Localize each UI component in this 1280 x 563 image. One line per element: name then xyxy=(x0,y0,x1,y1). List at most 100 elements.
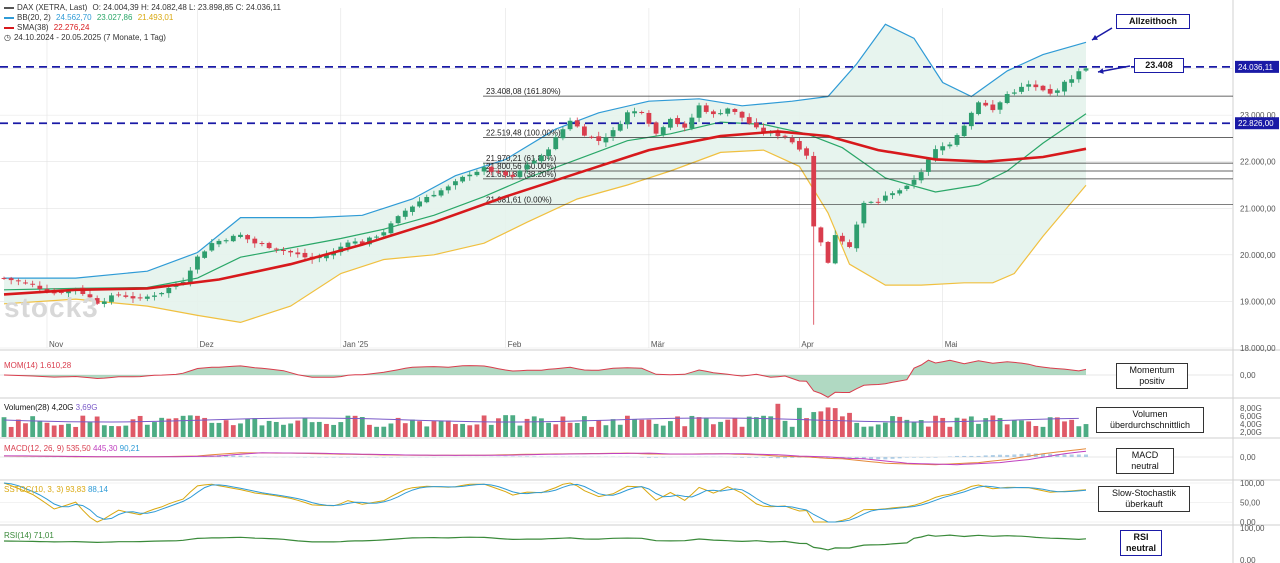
fib-label: 21.800,56 (50.00%) xyxy=(486,162,557,171)
candle-body xyxy=(460,176,465,182)
macd-histogram-bar xyxy=(231,455,236,457)
y-tick-label: 20.000,00 xyxy=(1240,251,1276,260)
volume-bar xyxy=(639,419,645,437)
macd-histogram-bar xyxy=(919,457,924,458)
macd-histogram-bar xyxy=(955,455,960,457)
candle-body xyxy=(94,298,100,304)
macd-label: MACD(12, 26, 9) xyxy=(4,444,65,453)
callout-mom-line2: positiv xyxy=(1139,376,1165,386)
candle-body xyxy=(904,185,910,189)
candle-body xyxy=(947,144,953,147)
rsi-label: RSI(14) xyxy=(4,531,32,540)
candle-body xyxy=(1069,79,1075,83)
volume-bar xyxy=(703,417,709,437)
volume-bar xyxy=(968,416,974,437)
candle-body xyxy=(252,238,258,244)
candle-body xyxy=(875,201,881,203)
watermark-logo: stock3 xyxy=(4,292,99,323)
candle-body xyxy=(696,105,702,118)
volume-bar xyxy=(961,418,967,437)
candle-body xyxy=(259,242,265,245)
mom-area xyxy=(4,360,1086,398)
macd-histogram-bar xyxy=(904,457,909,458)
bb-upper-line xyxy=(4,23,1087,279)
legend-bb-row: BB(20, 2) 24.562,70 23.027,86 21.493,01 xyxy=(4,13,284,23)
vol-label: Volumen(28) xyxy=(4,403,50,412)
volume-bar xyxy=(976,423,981,437)
macd-histogram-bar xyxy=(869,457,874,460)
volume-bar xyxy=(1011,420,1017,437)
volume-bar xyxy=(574,423,580,437)
sstoc-tick: 0,00 xyxy=(1240,518,1256,527)
volume-bar xyxy=(216,422,222,437)
vol-value1: 4,20G xyxy=(51,403,74,412)
volume-bar xyxy=(338,422,344,437)
candle-body xyxy=(238,234,243,237)
volume-bar xyxy=(954,417,960,437)
volume-bar xyxy=(789,426,795,437)
volume-bar xyxy=(682,426,688,437)
candle-body xyxy=(137,297,143,299)
volume-bar xyxy=(646,419,652,437)
volume-bar xyxy=(30,416,36,437)
macd-histogram-bar xyxy=(747,457,752,458)
candle-body xyxy=(1083,68,1089,71)
volume-bar xyxy=(295,420,301,437)
sstoc-d-line xyxy=(3,482,1087,523)
volume-bar xyxy=(402,423,408,437)
candle-body xyxy=(653,122,659,134)
volume-bar xyxy=(1076,426,1082,437)
candle-body xyxy=(997,102,1003,110)
legend-range: 24.10.2024 - 20.05.2025 (7 Monate, 1 Tag… xyxy=(13,33,166,42)
candle-body xyxy=(574,120,580,127)
candle-body xyxy=(890,193,895,196)
candle-body xyxy=(1076,71,1082,80)
volume-bar xyxy=(1040,426,1046,437)
candle-body xyxy=(789,137,795,143)
volume-bar xyxy=(367,424,372,437)
volume-bar xyxy=(732,417,738,437)
vol-tick: 6,00G xyxy=(1240,412,1262,421)
legend-ohlc: O: 24.004,39 H: 24.082,48 L: 23.898,85 C… xyxy=(92,3,281,12)
legend-sma-value: 22.276,24 xyxy=(53,23,90,32)
volume-bar xyxy=(130,419,136,437)
volume-bar xyxy=(832,408,838,437)
volume-bar xyxy=(539,418,544,437)
candle-body xyxy=(101,301,107,304)
volume-bar xyxy=(273,421,279,437)
volume-bar xyxy=(266,420,272,437)
volume-bar xyxy=(861,426,867,437)
candle-body xyxy=(718,113,723,115)
macd-histogram-bar xyxy=(912,457,917,458)
candle-body xyxy=(23,282,28,284)
candle-body xyxy=(123,295,129,297)
candle-body xyxy=(152,295,157,297)
macd-histogram-bar xyxy=(525,456,530,457)
rsi-value: 71,01 xyxy=(33,531,54,540)
candle-body xyxy=(761,127,766,133)
candle-body xyxy=(345,242,351,248)
volume-bar xyxy=(438,420,444,437)
macd-histogram-bar xyxy=(990,455,995,457)
volume-bar xyxy=(223,420,229,437)
y-tick-label: 19.000,00 xyxy=(1240,297,1276,306)
candle-body xyxy=(130,296,136,299)
macd-histogram-bar xyxy=(783,457,788,459)
mom-legend: MOM(14) 1.610,28 xyxy=(4,361,71,370)
volume-bar xyxy=(582,416,587,437)
volume-bar xyxy=(632,419,637,437)
candle-body xyxy=(1019,86,1024,92)
volume-bar xyxy=(331,424,337,437)
candle-body xyxy=(395,216,401,224)
price-badge-bg xyxy=(1235,117,1279,130)
macd-histogram-bar xyxy=(1005,454,1010,457)
arrow-ath-head xyxy=(1092,34,1098,40)
mom-value: 1.610,28 xyxy=(40,361,72,370)
candle-body xyxy=(1,277,7,279)
candle-body xyxy=(367,237,372,245)
macd-histogram-bar xyxy=(926,457,931,458)
macd-histogram-bar xyxy=(1048,453,1053,457)
volume-bar xyxy=(109,426,114,437)
callout-rsi-line2: neutral xyxy=(1125,543,1156,553)
candle-body xyxy=(632,111,637,114)
